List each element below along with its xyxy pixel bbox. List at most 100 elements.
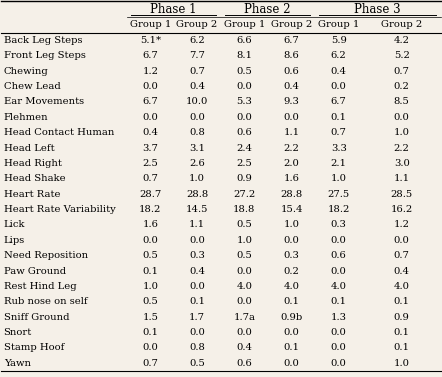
Text: 0.9: 0.9 (394, 313, 410, 322)
Text: Paw Ground: Paw Ground (4, 267, 66, 276)
Text: Yawn: Yawn (4, 359, 30, 368)
Text: 14.5: 14.5 (186, 205, 208, 214)
Text: 27.5: 27.5 (328, 190, 350, 199)
Text: 0.4: 0.4 (142, 128, 158, 137)
Text: 0.3: 0.3 (189, 251, 205, 260)
Text: 5.3: 5.3 (236, 97, 252, 106)
Text: 0.4: 0.4 (189, 267, 205, 276)
Text: 0.1: 0.1 (142, 328, 158, 337)
Text: 6.7: 6.7 (142, 51, 158, 60)
Text: 0.0: 0.0 (331, 267, 347, 276)
Text: 0.6: 0.6 (236, 128, 252, 137)
Text: Group 2: Group 2 (176, 20, 218, 29)
Text: 0.7: 0.7 (142, 174, 158, 183)
Text: 0.9: 0.9 (236, 174, 252, 183)
Text: 8.6: 8.6 (284, 51, 299, 60)
Text: 6.7: 6.7 (284, 36, 299, 45)
Text: Group 1: Group 1 (318, 20, 359, 29)
Text: 0.6: 0.6 (284, 67, 299, 76)
Text: 0.7: 0.7 (331, 128, 347, 137)
Text: 0.4: 0.4 (283, 82, 300, 91)
Text: 0.5: 0.5 (236, 251, 252, 260)
Text: 0.5: 0.5 (142, 251, 158, 260)
Text: Need Reposition: Need Reposition (4, 251, 88, 260)
Text: 0.0: 0.0 (394, 236, 410, 245)
Text: 2.1: 2.1 (331, 159, 347, 168)
Text: 5.9: 5.9 (331, 36, 347, 45)
Text: 1.1: 1.1 (189, 221, 205, 229)
Text: 2.2: 2.2 (394, 144, 410, 153)
Text: 28.8: 28.8 (280, 190, 303, 199)
Text: 0.0: 0.0 (331, 343, 347, 352)
Text: 2.0: 2.0 (284, 159, 299, 168)
Text: 2.5: 2.5 (236, 159, 252, 168)
Text: 0.1: 0.1 (189, 297, 205, 306)
Text: 3.1: 3.1 (189, 144, 205, 153)
Text: Head Left: Head Left (4, 144, 54, 153)
Text: 0.0: 0.0 (142, 113, 158, 122)
Text: 1.0: 1.0 (283, 221, 300, 229)
Text: 1.7a: 1.7a (233, 313, 255, 322)
Text: 1.0: 1.0 (236, 236, 252, 245)
Text: Lips: Lips (4, 236, 25, 245)
Text: 0.0: 0.0 (331, 236, 347, 245)
Text: Head Contact Human: Head Contact Human (4, 128, 114, 137)
Text: 8.1: 8.1 (236, 51, 252, 60)
Text: Head Right: Head Right (4, 159, 61, 168)
Text: 1.0: 1.0 (142, 282, 158, 291)
Text: 0.0: 0.0 (189, 328, 205, 337)
Text: 6.6: 6.6 (236, 36, 252, 45)
Text: 1.1: 1.1 (283, 128, 300, 137)
Text: 0.1: 0.1 (394, 297, 410, 306)
Text: 4.2: 4.2 (394, 36, 410, 45)
Text: 0.0: 0.0 (284, 236, 299, 245)
Text: 0.1: 0.1 (142, 267, 158, 276)
Text: 2.5: 2.5 (142, 159, 158, 168)
Text: 0.0: 0.0 (236, 267, 252, 276)
Text: 0.6: 0.6 (236, 359, 252, 368)
Text: 0.4: 0.4 (189, 82, 205, 91)
Text: 1.7: 1.7 (189, 313, 205, 322)
Text: 0.5: 0.5 (236, 67, 252, 76)
Text: 16.2: 16.2 (391, 205, 413, 214)
Text: 18.2: 18.2 (139, 205, 161, 214)
Text: 27.2: 27.2 (233, 190, 255, 199)
Text: 1.1: 1.1 (394, 174, 410, 183)
Text: 0.0: 0.0 (331, 82, 347, 91)
Text: Phase 2: Phase 2 (244, 3, 290, 16)
Text: Front Leg Steps: Front Leg Steps (4, 51, 85, 60)
Text: Stamp Hoof: Stamp Hoof (4, 343, 64, 352)
Text: 0.0: 0.0 (236, 328, 252, 337)
Text: 0.0: 0.0 (142, 343, 158, 352)
Text: 0.8: 0.8 (189, 128, 205, 137)
Text: Group 1: Group 1 (130, 20, 171, 29)
Text: 0.0: 0.0 (189, 236, 205, 245)
Text: 0.0: 0.0 (236, 113, 252, 122)
Text: 4.0: 4.0 (236, 282, 252, 291)
Text: Flehmen: Flehmen (4, 113, 48, 122)
Text: 0.4: 0.4 (394, 267, 410, 276)
Text: 28.5: 28.5 (391, 190, 413, 199)
Text: 1.6: 1.6 (284, 174, 299, 183)
Text: 0.7: 0.7 (394, 251, 410, 260)
Text: 0.1: 0.1 (394, 328, 410, 337)
Text: 0.0: 0.0 (189, 282, 205, 291)
Text: 0.3: 0.3 (284, 251, 299, 260)
Text: 1.0: 1.0 (331, 174, 347, 183)
Text: 0.7: 0.7 (142, 359, 158, 368)
Text: 1.5: 1.5 (142, 313, 158, 322)
Text: 0.0: 0.0 (331, 328, 347, 337)
Text: 0.0: 0.0 (236, 82, 252, 91)
Text: 6.7: 6.7 (142, 97, 158, 106)
Text: 0.4: 0.4 (236, 343, 252, 352)
Text: 1.2: 1.2 (394, 221, 410, 229)
Text: 1.0: 1.0 (189, 174, 205, 183)
Text: 4.0: 4.0 (394, 282, 410, 291)
Text: 0.6: 0.6 (331, 251, 347, 260)
Text: 0.0: 0.0 (142, 82, 158, 91)
Text: 15.4: 15.4 (280, 205, 303, 214)
Text: 0.1: 0.1 (331, 113, 347, 122)
Text: 28.7: 28.7 (139, 190, 161, 199)
Text: 4.0: 4.0 (283, 282, 300, 291)
Text: Heart Rate Variability: Heart Rate Variability (4, 205, 115, 214)
